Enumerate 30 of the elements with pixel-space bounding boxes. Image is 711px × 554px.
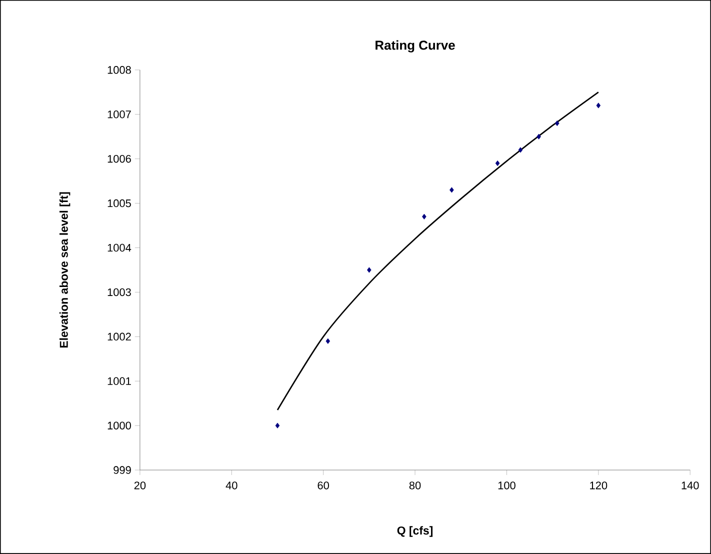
- point: [367, 267, 372, 273]
- point: [450, 187, 454, 193]
- y-tick-label: 1003: [108, 288, 131, 296]
- x-tick-label: 20: [134, 482, 146, 490]
- line-series: [276, 91, 600, 411]
- y-tick-label: 1006: [108, 154, 131, 163]
- point: [518, 147, 523, 153]
- point: [326, 338, 330, 344]
- y-tick-label: 1000: [108, 422, 131, 430]
- x-tick-label: 120: [590, 482, 608, 490]
- point: [495, 160, 500, 166]
- x-axis-title: Q [cfs]: [397, 526, 433, 537]
- point: [422, 214, 426, 220]
- y-tick-label: 1001: [108, 377, 131, 386]
- point: [275, 422, 280, 428]
- y-tick-label: 999: [114, 466, 131, 474]
- y-tick-label: 1004: [108, 244, 132, 252]
- x-tick-label: 140: [682, 482, 699, 490]
- y-tick-label: 1005: [108, 199, 131, 208]
- x-tick-label: 60: [318, 482, 329, 490]
- y-axis-title: Elevation above sea level [ft]: [60, 192, 70, 348]
- x-tick-label: 100: [498, 482, 516, 490]
- point: [536, 134, 541, 140]
- y-tick-label: 1007: [108, 110, 131, 118]
- x-tick-label: 80: [409, 482, 421, 490]
- y-tick-label: 1002: [108, 332, 131, 341]
- point: [596, 102, 601, 108]
- x-tick-label: 40: [226, 482, 238, 490]
- y-tick-label: 1008: [108, 66, 131, 74]
- chart-title: Rating Curve: [376, 40, 455, 52]
